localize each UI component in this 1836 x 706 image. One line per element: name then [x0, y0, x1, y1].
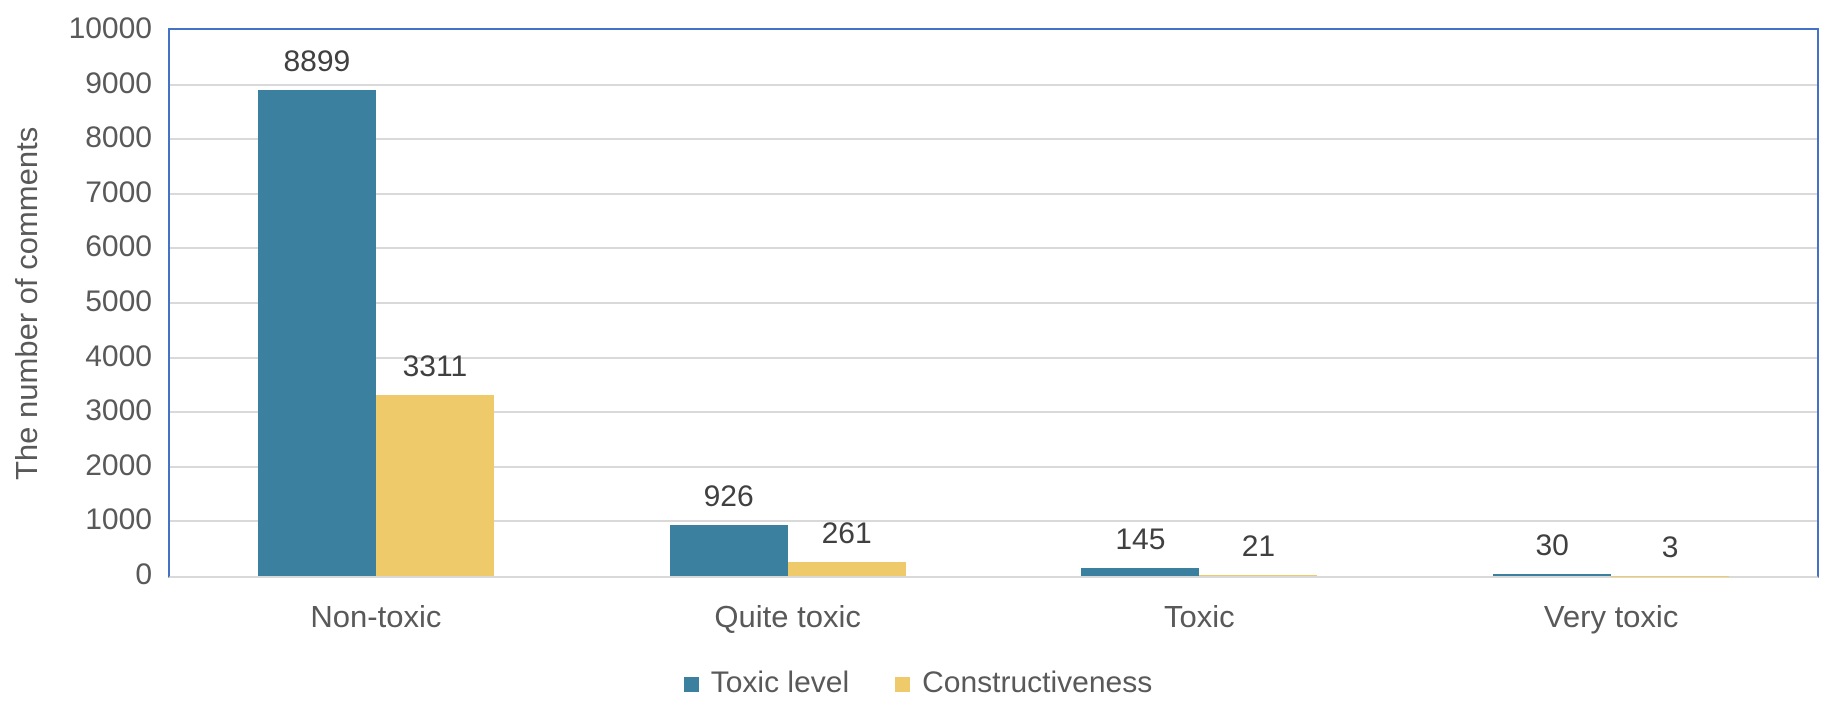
data-label: 145	[1115, 523, 1166, 557]
legend-label: Toxic level	[710, 666, 850, 699]
data-label: 926	[703, 480, 754, 514]
y-tick-label: 2000	[85, 448, 152, 482]
y-tick-label: 3000	[85, 394, 152, 428]
x-axis-label: Toxic	[1164, 599, 1235, 634]
x-axis-category-labels: Non-toxic Quite toxic Toxic Very toxic	[170, 600, 1817, 640]
legend-swatch-icon	[895, 677, 911, 692]
gridline	[170, 356, 1817, 359]
bar-toxic-level	[1081, 568, 1200, 576]
gridline	[170, 520, 1817, 523]
y-tick-label: 7000	[85, 175, 152, 209]
bar-constructiveness	[375, 395, 494, 576]
data-label: 30	[1535, 529, 1569, 563]
y-tick-label: 10000	[68, 12, 152, 45]
gridline	[170, 83, 1817, 86]
data-label: 261	[821, 516, 872, 550]
y-tick-label: 5000	[85, 285, 152, 318]
data-label: 21	[1241, 529, 1276, 563]
x-axis-label: Non-toxic	[310, 599, 442, 634]
y-tick-label: 1000	[85, 503, 152, 537]
gridline	[170, 411, 1817, 414]
legend-item: Constructiveness	[895, 666, 1152, 700]
y-tick-label: 4000	[85, 339, 152, 373]
y-tick-label: 9000	[85, 66, 152, 100]
bar-toxic-level	[669, 525, 788, 576]
x-axis-label: Quite toxic	[714, 599, 861, 634]
x-axis-label: Very toxic	[1543, 599, 1679, 634]
gridline	[170, 138, 1817, 141]
data-label: 8899	[283, 45, 351, 79]
gridline	[170, 247, 1817, 250]
legend-label: Constructiveness	[922, 666, 1153, 699]
legend: Toxic level Constructiveness	[0, 663, 1836, 703]
y-tick-label: 8000	[85, 121, 152, 155]
y-axis-tick-labels: 0 1000 2000 3000 4000 5000 6000 7000 8000 9000 100…	[0, 14, 152, 591]
gridline	[170, 465, 1817, 468]
plot-area: 8899 3311 926 261 145 21 30 3	[168, 28, 1819, 578]
y-tick-label: 6000	[85, 230, 152, 264]
legend-item: Toxic level	[683, 666, 850, 700]
bar-toxic-level	[257, 90, 376, 576]
gridline	[170, 192, 1817, 195]
bar-constructiveness	[787, 561, 906, 576]
y-tick-label: 0	[135, 558, 152, 591]
data-label: 3311	[402, 350, 468, 384]
legend-swatch-icon	[683, 677, 699, 692]
bar-toxic-level	[1493, 574, 1612, 576]
data-label: 3	[1661, 530, 1679, 564]
gridline	[170, 302, 1817, 304]
bar-constructiveness	[1199, 574, 1318, 576]
